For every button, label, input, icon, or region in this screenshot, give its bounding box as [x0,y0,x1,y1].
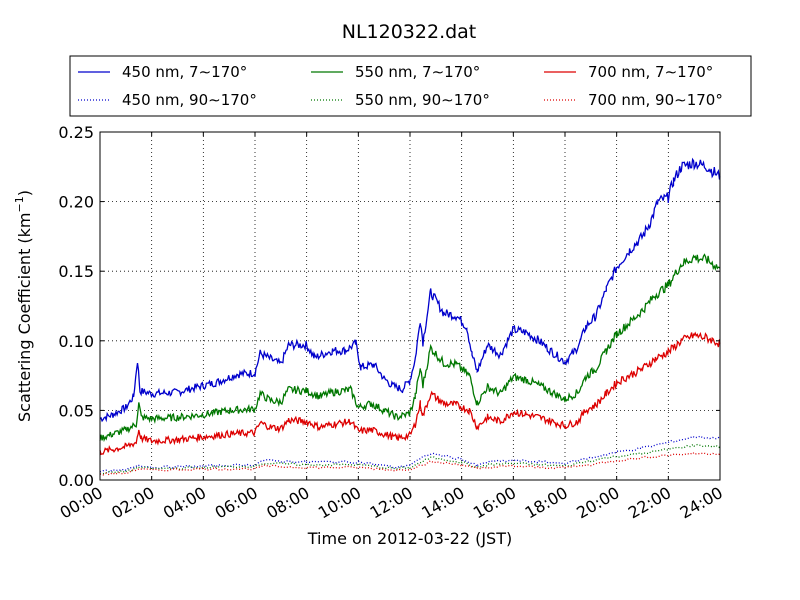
x-tick-label: 08:00 [263,483,312,523]
legend-entry-label: 450 nm, 7∼170° [122,63,247,81]
grid-lines [100,132,720,480]
y-tick-label: 0.00 [58,471,94,490]
y-axis-label-close: ) [15,190,34,196]
legend-entry-label: 700 nm, 90∼170° [588,91,723,109]
series-group [99,157,721,476]
series-line [99,435,721,473]
x-tick-label: 12:00 [367,483,416,523]
legend-entry-label: 550 nm, 90∼170° [355,91,490,109]
y-tick-label: 0.25 [58,123,94,142]
y-tick-label: 0.10 [58,332,94,351]
y-tick-label: 0.15 [58,262,94,281]
y-axis-label: Scattering Coefficient (km−1) [13,190,34,422]
series-line [99,451,721,476]
x-tick-label: 18:00 [522,483,571,523]
series-line [99,331,721,456]
chart-title: NL120322.dat [342,21,477,43]
x-tick-label: 06:00 [212,483,261,523]
x-tick-label: 02:00 [108,483,157,523]
y-axis-label-main: Scattering Coefficient (km [15,212,34,422]
legend: 450 nm, 7∼170° 550 nm, 7∼170° 700 nm, 7∼17… [69,55,752,117]
x-tick-label: 04:00 [160,483,209,523]
x-tick-label: 16:00 [470,483,519,523]
x-axis-label: Time on 2012-03-22 (JST) [307,529,512,548]
x-tick-label: 10:00 [315,483,364,523]
legend-entry-label: 700 nm, 7∼170° [588,63,713,81]
legend-entry-label: 550 nm, 7∼170° [355,63,480,81]
y-tick-label: 0.05 [58,401,94,420]
y-axis-label-superscript: −1 [13,196,26,212]
x-tick-label: 22:00 [625,483,674,523]
x-tick-label: 14:00 [418,483,467,523]
legend-entry-label: 450 nm, 90∼170° [122,91,257,109]
x-tick-label: 24:00 [677,483,726,523]
axis-ticks: 00:00 02:00 04:00 06:00 08:00 10:00 12:00 14:00… [57,123,726,523]
series-line [99,253,721,443]
series-line [99,157,721,423]
y-tick-label: 0.20 [58,193,94,212]
legend-box [69,55,752,117]
x-tick-label: 20:00 [573,483,622,523]
